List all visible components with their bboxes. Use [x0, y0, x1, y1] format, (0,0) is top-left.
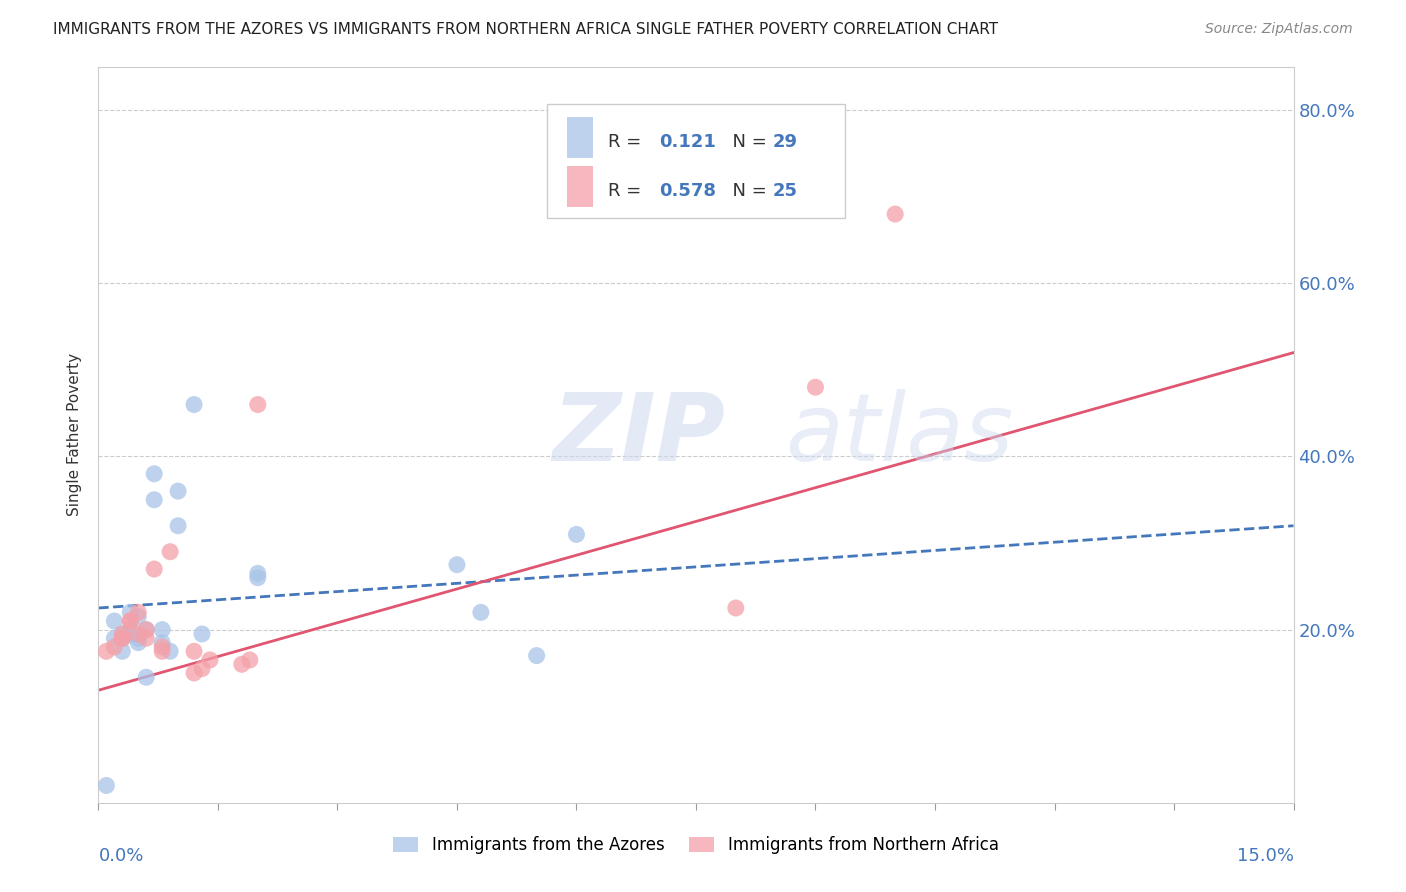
Point — [183, 398, 205, 412]
Point — [143, 492, 166, 507]
Point — [120, 605, 142, 619]
Y-axis label: Single Father Poverty: Single Father Poverty — [67, 353, 83, 516]
Text: 0.0%: 0.0% — [98, 847, 143, 865]
Point — [446, 558, 468, 572]
Text: ZIP: ZIP — [553, 389, 725, 481]
Point — [231, 657, 253, 672]
Text: N =: N = — [721, 182, 772, 200]
Legend: Immigrants from the Azores, Immigrants from Northern Africa: Immigrants from the Azores, Immigrants f… — [387, 830, 1005, 861]
Point — [167, 484, 190, 499]
Point — [103, 614, 125, 628]
Point — [127, 609, 149, 624]
Point — [127, 635, 149, 649]
Point — [167, 518, 190, 533]
Point — [111, 632, 134, 646]
Text: R =: R = — [607, 133, 652, 151]
Point — [111, 627, 134, 641]
Text: atlas: atlas — [786, 389, 1014, 481]
Point — [884, 207, 907, 221]
Point — [135, 623, 157, 637]
FancyBboxPatch shape — [547, 103, 845, 218]
Point — [111, 632, 134, 646]
Point — [191, 627, 214, 641]
Point — [111, 644, 134, 658]
Point — [111, 627, 134, 641]
Point — [143, 467, 166, 481]
Text: Source: ZipAtlas.com: Source: ZipAtlas.com — [1205, 22, 1353, 37]
Text: N =: N = — [721, 133, 772, 151]
Point — [246, 571, 269, 585]
Point — [470, 605, 492, 619]
Point — [135, 623, 157, 637]
Point — [246, 566, 269, 581]
Point — [239, 653, 262, 667]
Text: 15.0%: 15.0% — [1236, 847, 1294, 865]
Text: R =: R = — [607, 182, 652, 200]
Point — [150, 623, 173, 637]
Text: 29: 29 — [772, 133, 797, 151]
Text: 0.121: 0.121 — [659, 133, 716, 151]
Point — [246, 398, 269, 412]
Point — [96, 644, 118, 658]
Point — [159, 644, 181, 658]
Text: 25: 25 — [772, 182, 797, 200]
Point — [198, 653, 221, 667]
Point — [183, 644, 205, 658]
Point — [135, 632, 157, 646]
Point — [120, 627, 142, 641]
Point — [120, 614, 142, 628]
Point — [103, 640, 125, 654]
Point — [111, 632, 134, 646]
Point — [724, 601, 747, 615]
Point — [143, 562, 166, 576]
Point — [804, 380, 827, 394]
Bar — [567, 166, 593, 207]
Point — [183, 665, 205, 680]
Point — [96, 779, 118, 793]
Bar — [567, 117, 593, 158]
Text: 0.578: 0.578 — [659, 182, 716, 200]
Point — [127, 632, 149, 646]
Point — [135, 670, 157, 684]
Point — [526, 648, 548, 663]
Point — [120, 614, 142, 628]
Point — [120, 623, 142, 637]
Point — [150, 640, 173, 654]
Point — [191, 662, 214, 676]
Point — [127, 605, 149, 619]
Point — [150, 644, 173, 658]
Point — [150, 635, 173, 649]
Point — [159, 545, 181, 559]
Point — [103, 632, 125, 646]
Point — [127, 627, 149, 641]
Text: IMMIGRANTS FROM THE AZORES VS IMMIGRANTS FROM NORTHERN AFRICA SINGLE FATHER POVE: IMMIGRANTS FROM THE AZORES VS IMMIGRANTS… — [53, 22, 998, 37]
Point — [565, 527, 588, 541]
